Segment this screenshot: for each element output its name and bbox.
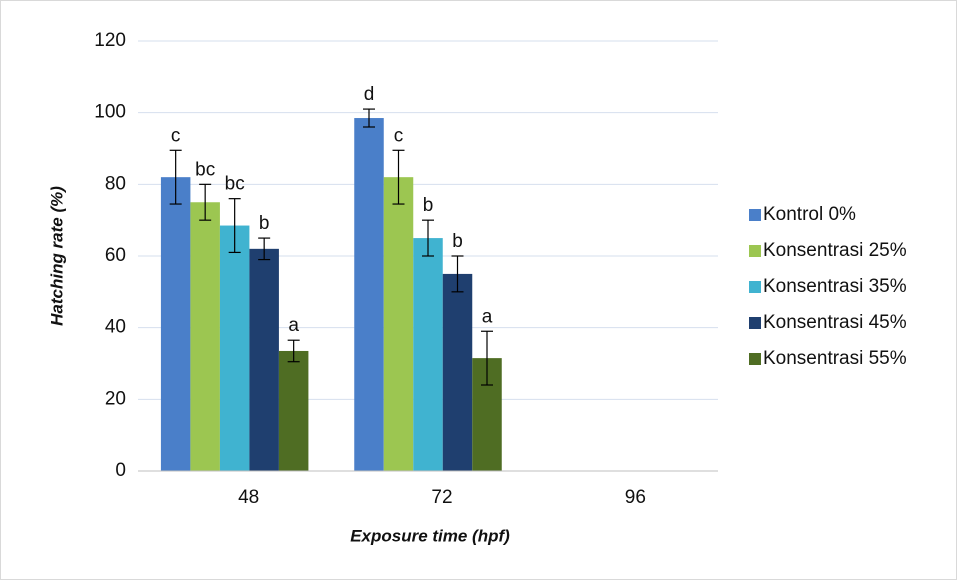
bar <box>161 177 191 471</box>
chart: Exposure time (hpf) Hatching rate (%) 0 2… <box>0 0 957 580</box>
significance-letter: b <box>259 213 270 234</box>
legend-swatch <box>749 245 761 257</box>
y-tick-label: 0 <box>115 460 126 481</box>
bar <box>384 177 414 471</box>
y-tick-label: 60 <box>105 245 126 266</box>
legend-label: Konsentrasi 25% <box>763 240 907 261</box>
significance-letter: d <box>364 84 375 105</box>
y-tick-label: 40 <box>105 317 126 338</box>
bar <box>279 351 309 471</box>
bar <box>413 238 443 471</box>
legend-swatch <box>749 209 761 221</box>
legend-swatch <box>749 353 761 365</box>
bar <box>190 202 220 471</box>
y-tick-label: 80 <box>105 173 126 194</box>
y-tick-label: 20 <box>105 388 126 409</box>
bar <box>443 274 473 471</box>
legend-swatch <box>749 317 761 329</box>
x-axis-title: Exposure time (hpf) <box>350 526 510 545</box>
significance-letter: a <box>482 306 493 327</box>
significance-letter: a <box>288 315 299 336</box>
significance-letter: c <box>394 125 404 146</box>
significance-letter: bc <box>225 174 245 195</box>
y-tick-label: 100 <box>94 102 126 123</box>
legend-label: Konsentrasi 35% <box>763 276 907 297</box>
legend-label: Konsentrasi 55% <box>763 348 907 369</box>
y-axis-title: Hatching rate (%) <box>47 186 66 326</box>
legend-swatch <box>749 281 761 293</box>
legend-label: Konsentrasi 45% <box>763 312 907 333</box>
significance-letter: b <box>452 231 463 252</box>
significance-letter: c <box>171 125 181 146</box>
legend-label: Kontrol 0% <box>763 204 856 225</box>
x-tick-label: 72 <box>431 487 452 508</box>
significance-letter: b <box>423 195 434 216</box>
bar <box>354 118 384 471</box>
x-tick-label: 48 <box>238 487 259 508</box>
bar <box>220 226 250 471</box>
significance-letter: bc <box>195 159 215 180</box>
bar <box>249 249 279 471</box>
y-tick-label: 120 <box>94 30 126 51</box>
x-tick-label: 96 <box>625 487 646 508</box>
